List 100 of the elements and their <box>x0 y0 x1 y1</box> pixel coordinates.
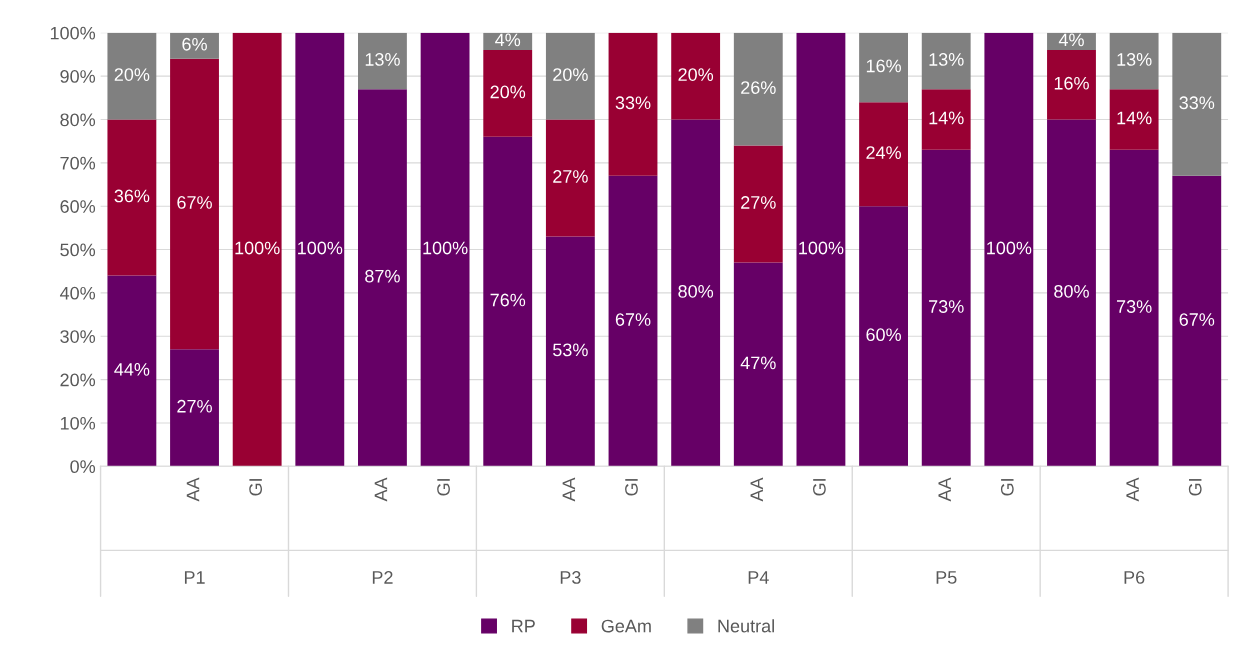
x-tick-label: AA <box>374 477 388 502</box>
data-label: 14% <box>929 111 964 125</box>
data-label: 67% <box>1179 313 1215 326</box>
text: P3 <box>560 571 581 584</box>
y-tick-label: 90% <box>60 70 96 83</box>
bar <box>608 175 658 467</box>
bar <box>107 119 157 276</box>
bar <box>545 32 595 120</box>
y-tick-label: 0% <box>70 460 96 474</box>
bar <box>1172 175 1222 467</box>
data-label: 67% <box>177 196 212 209</box>
data-label: 13% <box>929 53 964 66</box>
data-label: 100% <box>423 241 468 255</box>
data-label: 100% <box>235 241 280 255</box>
bar <box>859 102 908 207</box>
bar <box>921 32 971 90</box>
x-tick-label: GI <box>1000 479 1014 496</box>
text: P2 <box>372 571 393 584</box>
data-label: 80% <box>1054 284 1089 298</box>
x-tick-label: GI <box>437 479 450 496</box>
bar <box>671 32 721 120</box>
x-tick-label: GI <box>249 479 263 496</box>
data-label: 20% <box>490 85 526 99</box>
bar <box>921 89 971 150</box>
data-label: 73% <box>929 300 964 313</box>
y-tick-label: 50% <box>60 243 96 257</box>
bar <box>1047 50 1096 120</box>
data-label: 33% <box>615 96 651 110</box>
bar <box>1109 149 1159 467</box>
data-label: 73% <box>1116 300 1152 313</box>
bar <box>859 206 908 467</box>
bar <box>170 349 219 467</box>
bar <box>483 136 533 467</box>
data-label: 16% <box>1054 76 1089 90</box>
data-label: 24% <box>866 146 901 159</box>
bar <box>232 32 282 467</box>
x-tick-label: AA <box>186 477 200 502</box>
data-label: 80% <box>678 284 714 298</box>
data-label: 27% <box>741 196 776 209</box>
bar <box>671 119 721 467</box>
text: P6 <box>1124 571 1145 584</box>
data-label: 20% <box>678 68 714 81</box>
bar <box>170 32 219 59</box>
text: P4 <box>748 571 769 584</box>
data-label: 60% <box>866 328 901 342</box>
text: P5 <box>936 571 957 584</box>
bar <box>107 275 157 467</box>
bar <box>358 32 407 90</box>
x-tick-label: GI <box>625 479 638 496</box>
x-tick-label: AA <box>938 477 951 502</box>
data-label: 16% <box>866 59 901 73</box>
data-label: 100% <box>987 241 1032 255</box>
data-label: 100% <box>298 241 343 255</box>
bar <box>1109 32 1159 90</box>
data-label: 26% <box>741 81 776 94</box>
data-label: 6% <box>182 37 207 51</box>
bar <box>107 32 157 120</box>
data-label: 87% <box>365 269 400 283</box>
y-tick-label: 100% <box>50 26 96 40</box>
bar <box>1109 89 1159 150</box>
y-tick-label: 80% <box>60 113 96 127</box>
bar <box>796 32 846 467</box>
data-label: 76% <box>490 293 526 307</box>
data-label: 47% <box>740 356 776 370</box>
bar <box>358 89 407 467</box>
data-label: 20% <box>553 68 588 81</box>
x-tick-label: GI <box>812 479 826 496</box>
legend-label: Neutral <box>718 619 774 633</box>
x-tick-label: AA <box>1126 477 1139 502</box>
bar <box>984 32 1034 467</box>
bar <box>608 32 658 176</box>
bar <box>483 50 533 137</box>
y-tick-label: 40% <box>59 286 96 300</box>
x-tick-label: AA <box>562 477 576 502</box>
x-tick-label: AA <box>750 477 763 502</box>
data-label: 27% <box>177 399 212 413</box>
bar <box>1047 119 1096 467</box>
data-label: 53% <box>553 343 588 357</box>
bar <box>733 145 783 263</box>
text: P1 <box>184 571 205 584</box>
data-label: 20% <box>114 68 150 81</box>
bar <box>733 262 783 467</box>
data-label: 4% <box>1058 33 1084 47</box>
y-tick-label: 70% <box>60 156 96 170</box>
bar <box>420 32 470 467</box>
bar <box>733 32 783 146</box>
data-label: 36% <box>114 189 150 203</box>
data-label: 4% <box>495 33 521 47</box>
x-tick-label: GI <box>1188 479 1202 496</box>
data-label: 33% <box>1179 96 1215 110</box>
bar <box>921 149 971 467</box>
data-label: 13% <box>365 53 400 66</box>
data-label: 44% <box>114 363 150 376</box>
bar <box>545 236 595 467</box>
data-label: 14% <box>1117 111 1152 125</box>
bar <box>1172 32 1222 176</box>
y-tick-label: 30% <box>60 330 96 343</box>
y-tick-label: 20% <box>60 373 96 387</box>
y-tick-label: 10% <box>60 416 96 430</box>
legend-label: RP <box>512 619 535 633</box>
